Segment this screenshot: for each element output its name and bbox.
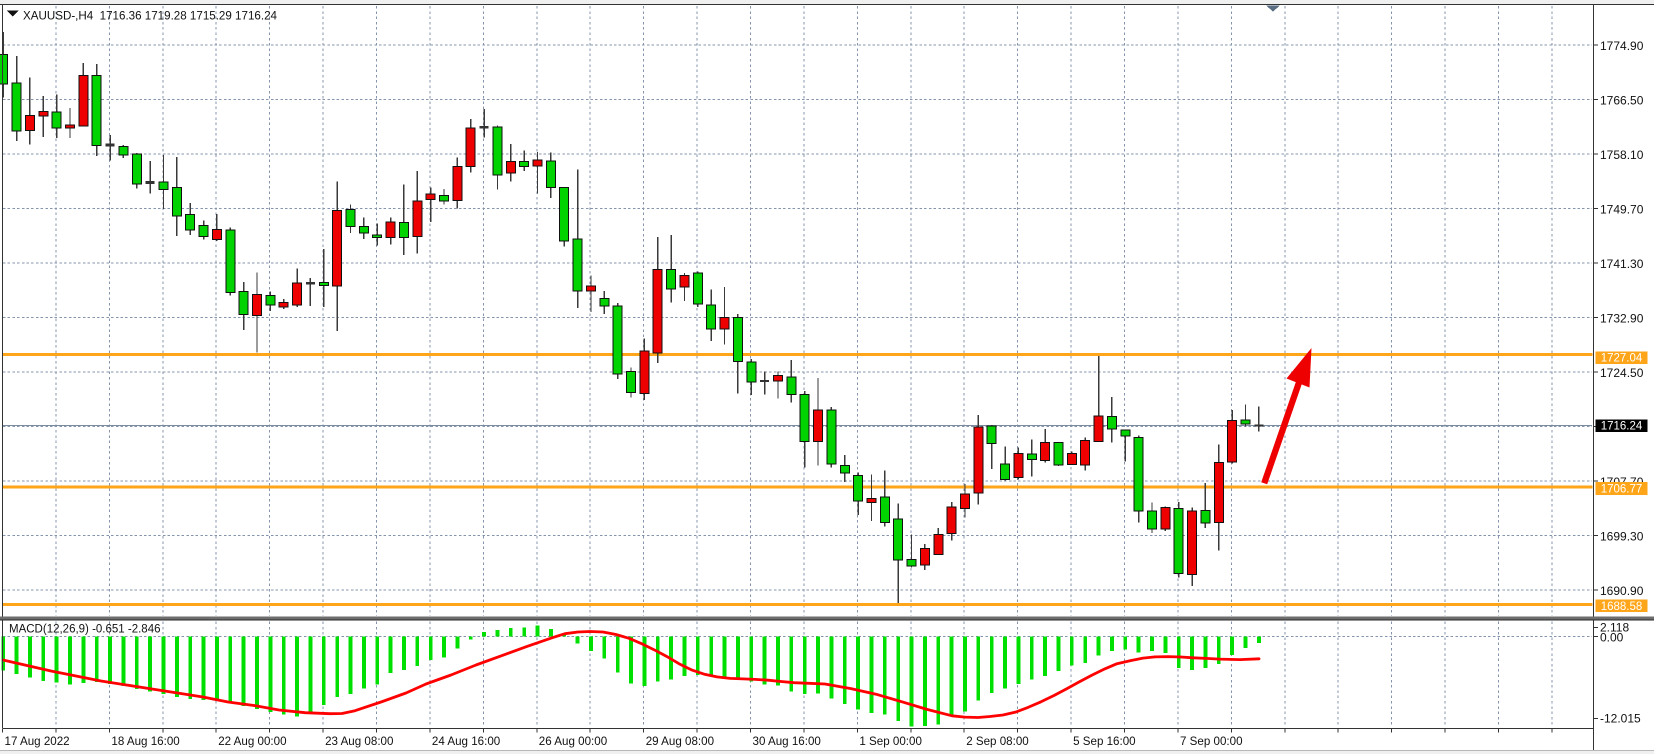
- svg-text:1749.70: 1749.70: [1600, 203, 1644, 217]
- svg-text:30 Aug 16:00: 30 Aug 16:00: [753, 735, 821, 748]
- svg-text:1690.90: 1690.90: [1600, 584, 1644, 598]
- svg-text:7 Sep 00:00: 7 Sep 00:00: [1180, 735, 1243, 748]
- svg-text:5 Sep 16:00: 5 Sep 16:00: [1073, 735, 1136, 748]
- svg-text:1 Sep 00:00: 1 Sep 00:00: [859, 735, 922, 748]
- svg-text:24 Aug 16:00: 24 Aug 16:00: [432, 735, 500, 748]
- svg-text:1774.90: 1774.90: [1600, 39, 1644, 53]
- svg-text:22 Aug 00:00: 22 Aug 00:00: [218, 735, 286, 748]
- svg-text:1699.30: 1699.30: [1600, 530, 1644, 544]
- svg-text:1766.50: 1766.50: [1600, 94, 1644, 108]
- svg-text:1688.58: 1688.58: [1601, 601, 1643, 613]
- svg-text:29 Aug 08:00: 29 Aug 08:00: [646, 735, 714, 748]
- svg-text:17 Aug 2022: 17 Aug 2022: [5, 735, 70, 748]
- svg-text:XAUUSD-,H4 1716.36 1719.28 17: XAUUSD-,H4 1716.36 1719.28 1715.29 1716.…: [23, 10, 278, 23]
- svg-text:2 Sep 08:00: 2 Sep 08:00: [966, 735, 1029, 748]
- svg-text:1727.04: 1727.04: [1601, 353, 1643, 365]
- svg-text:2.118: 2.118: [1600, 621, 1629, 635]
- svg-text:1758.10: 1758.10: [1600, 148, 1644, 162]
- svg-text:1716.24: 1716.24: [1601, 421, 1643, 433]
- svg-text:1724.50: 1724.50: [1600, 366, 1644, 380]
- svg-text:23 Aug 08:00: 23 Aug 08:00: [325, 735, 393, 748]
- svg-text:MACD(12,26,9) -0.651 -2.846: MACD(12,26,9) -0.651 -2.846: [9, 624, 161, 636]
- svg-text:18 Aug 16:00: 18 Aug 16:00: [111, 735, 179, 748]
- svg-text:1732.90: 1732.90: [1600, 312, 1644, 326]
- svg-text:-12.015: -12.015: [1600, 711, 1641, 725]
- svg-text:1706.77: 1706.77: [1601, 484, 1643, 496]
- svg-text:1741.30: 1741.30: [1600, 257, 1644, 271]
- svg-text:26 Aug 00:00: 26 Aug 00:00: [539, 735, 607, 748]
- svg-text:0.00: 0.00: [1600, 630, 1624, 644]
